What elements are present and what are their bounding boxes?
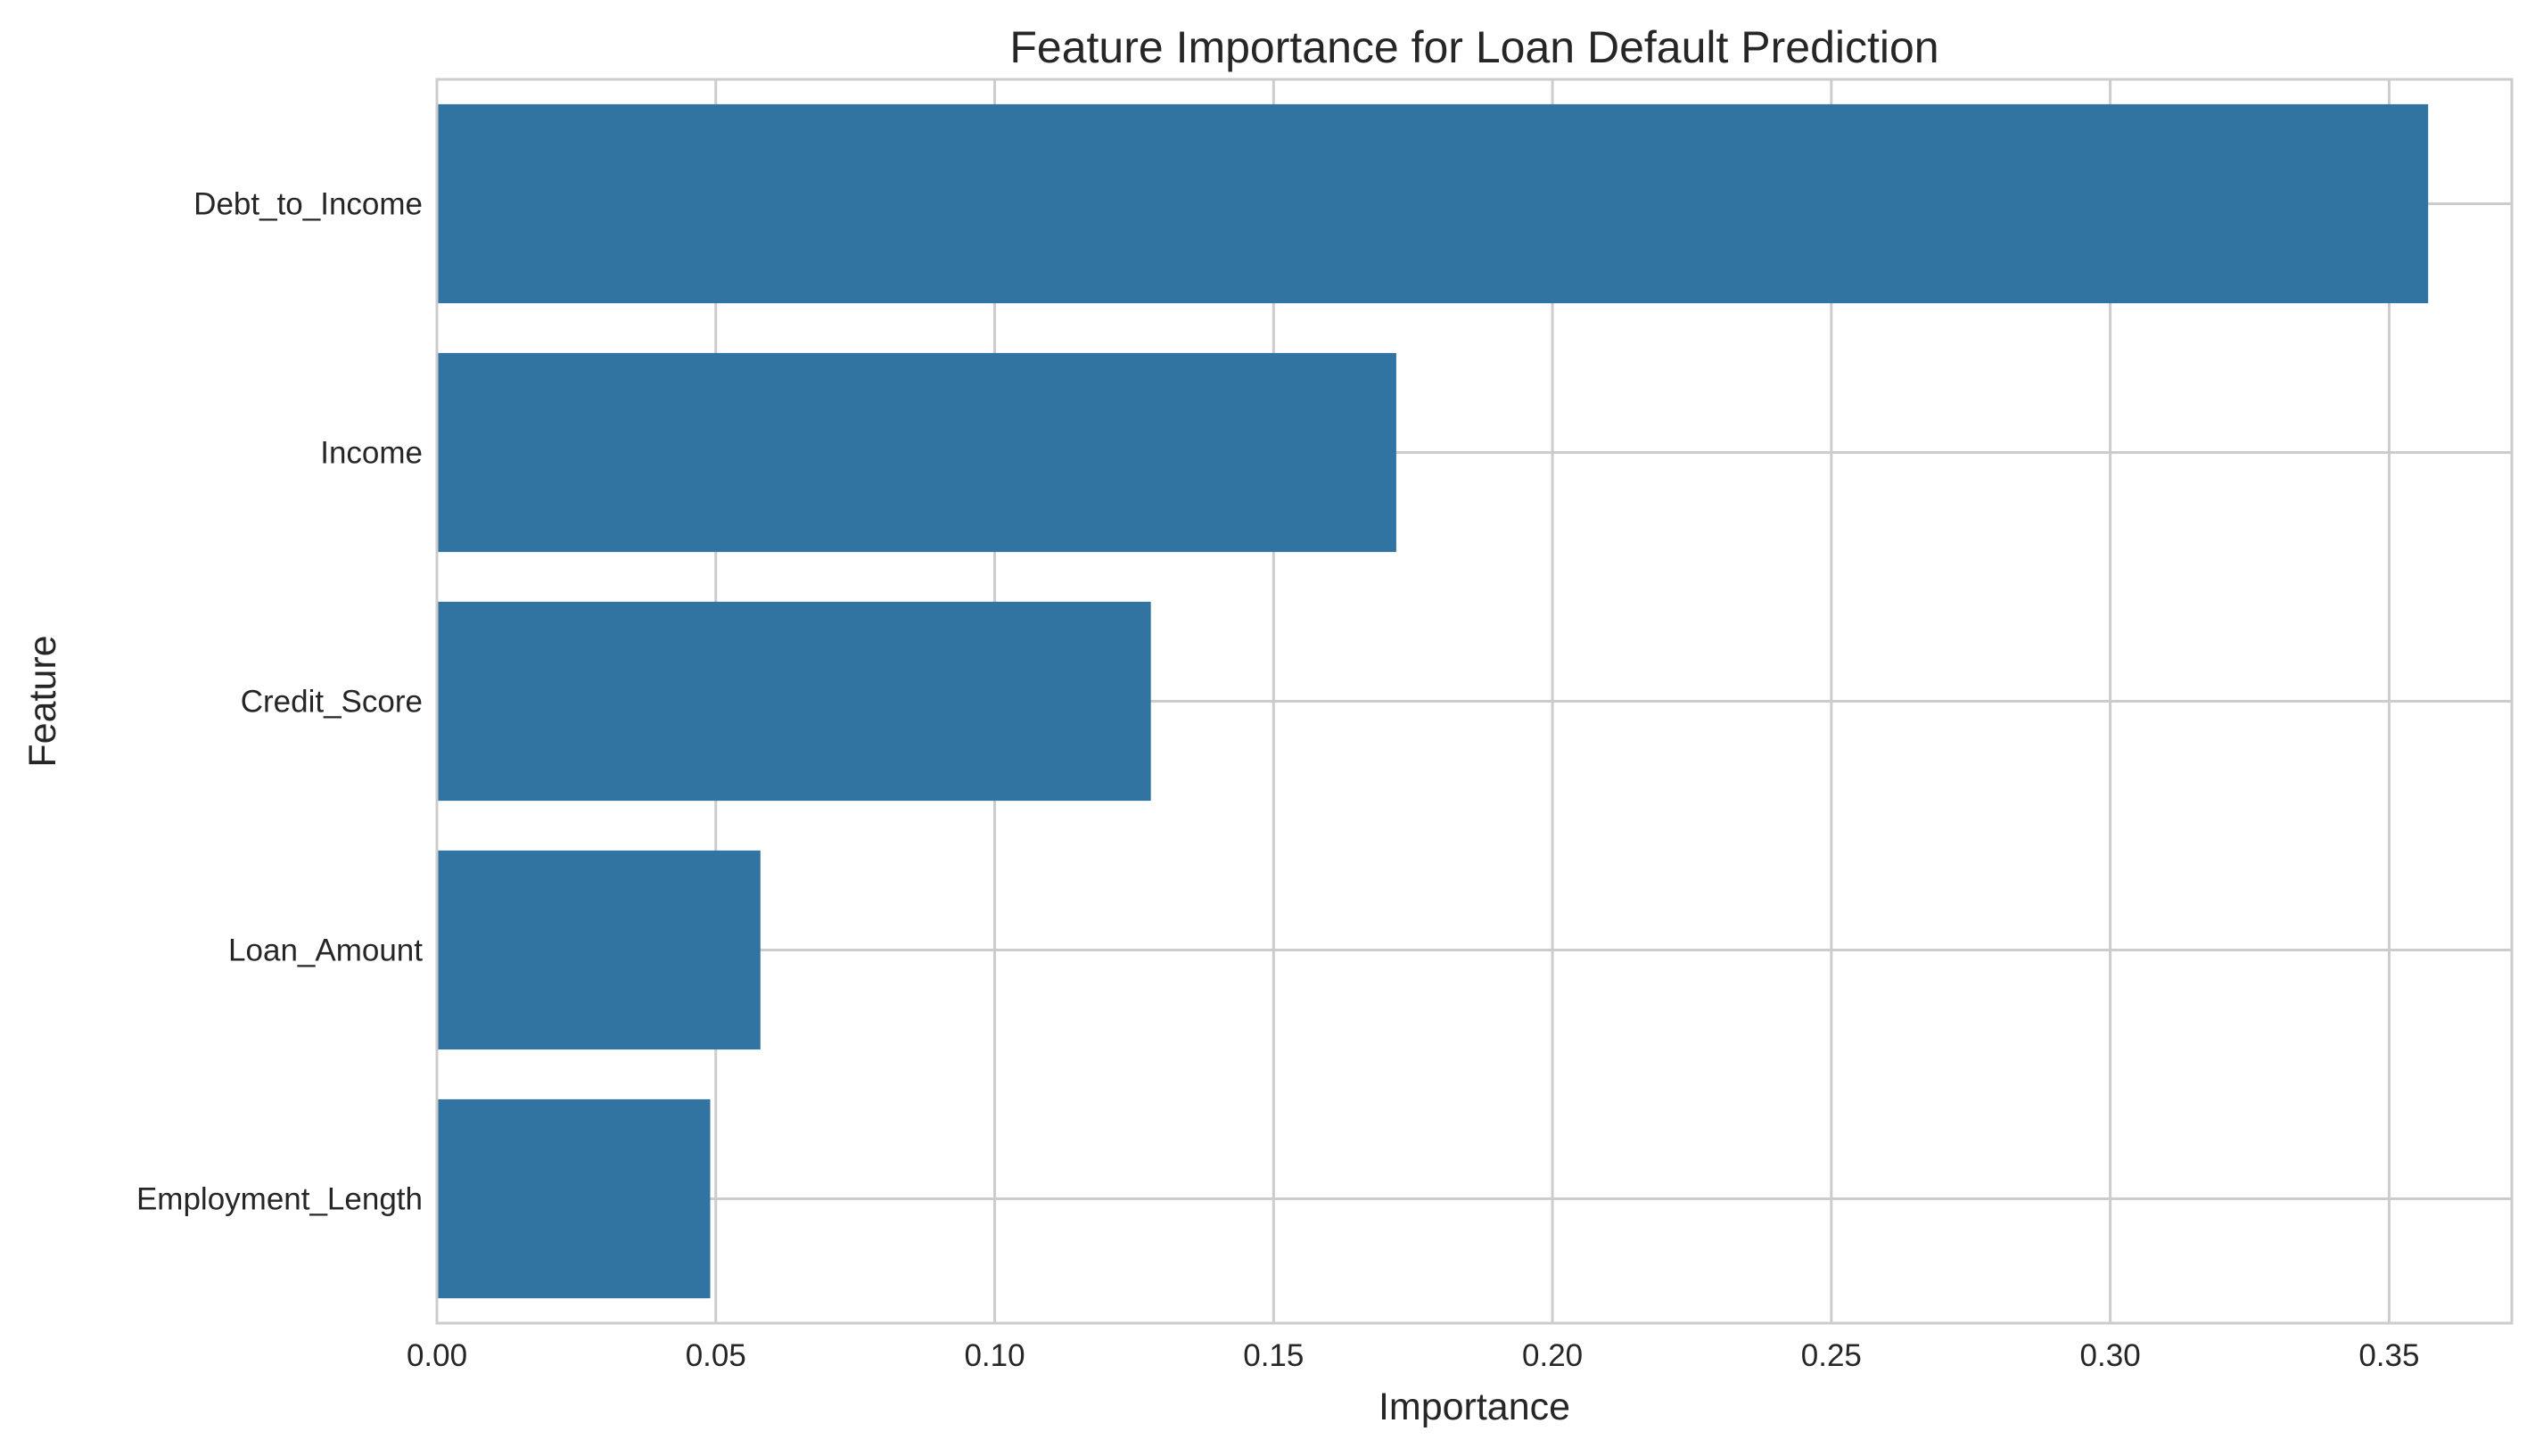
y-tick-labels: Debt_to_Income Income Credit_Score Loan_Amo… xyxy=(136,187,423,1217)
bar-credit-score xyxy=(437,601,1151,802)
bar-employment-length xyxy=(437,1098,711,1299)
y-axis-label: Feature xyxy=(21,635,64,767)
x-tick-label: 0.35 xyxy=(2358,1338,2419,1373)
y-tick-label: Income xyxy=(320,436,423,471)
bar-debt-to-income xyxy=(437,103,2429,304)
x-tick-label: 0.10 xyxy=(964,1338,1025,1373)
x-tick-label: 0.20 xyxy=(1522,1338,1583,1373)
x-tick-label: 0.25 xyxy=(1801,1338,1862,1373)
bar-loan-amount xyxy=(437,850,761,1050)
x-tick-label: 0.30 xyxy=(2080,1338,2141,1373)
y-tick-label: Debt_to_Income xyxy=(193,187,423,222)
x-tick-label: 0.15 xyxy=(1243,1338,1304,1373)
bars xyxy=(437,103,2429,1299)
x-tick-label: 0.00 xyxy=(407,1338,467,1373)
x-tick-labels: 0.00 0.05 0.10 0.15 0.20 0.25 0.30 0.35 xyxy=(407,1338,2420,1373)
y-tick-label: Credit_Score xyxy=(241,685,423,720)
chart-title: Feature Importance for Loan Default Pred… xyxy=(1009,22,1938,72)
x-tick-label: 0.05 xyxy=(686,1338,746,1373)
bar-income xyxy=(437,352,1396,553)
y-tick-label: Employment_Length xyxy=(136,1182,423,1217)
x-axis-label: Importance xyxy=(1379,1386,1570,1428)
plot-frame xyxy=(435,78,2514,1325)
y-tick-label: Loan_Amount xyxy=(228,934,423,968)
